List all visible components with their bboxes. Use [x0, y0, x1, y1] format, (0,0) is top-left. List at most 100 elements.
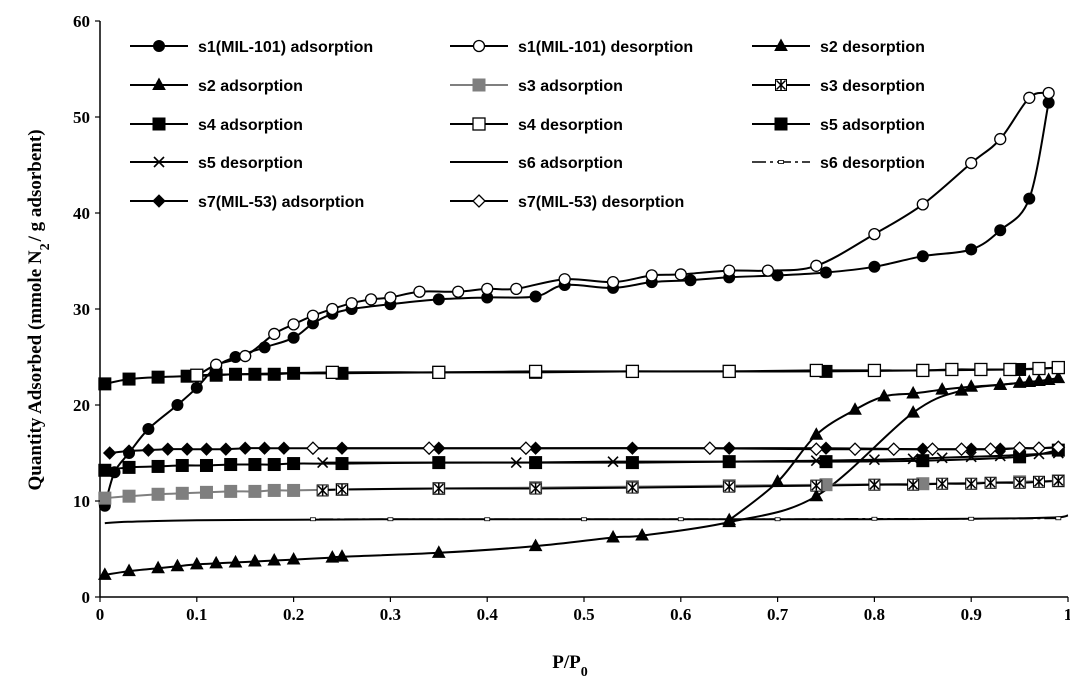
data-point-s5-adsorption	[248, 458, 262, 472]
data-point-s3-adsorption	[267, 483, 281, 497]
data-point-s3-desorption	[1052, 474, 1065, 487]
data-point-s5-adsorption	[98, 463, 112, 477]
series-points-s3-adsorption	[98, 474, 1065, 505]
data-point-s7-mil-53-desorption	[886, 442, 901, 457]
data-point-s2-adsorption	[267, 552, 282, 566]
legend-swatch-marker	[472, 78, 486, 92]
data-point-s1-mil-101-desorption	[1042, 86, 1055, 100]
data-point-s7-mil-53-desorption	[809, 442, 824, 457]
data-point-s7-mil-53-desorption	[422, 441, 437, 456]
data-point-s2-adsorption	[1041, 372, 1056, 386]
data-point-s1-mil-101-desorption	[810, 259, 823, 272]
data-point-s7-mil-53-adsorption	[432, 441, 446, 455]
data-point-s7-mil-53-desorption	[848, 442, 862, 457]
data-point-s4-desorption	[945, 362, 959, 377]
x-axis-ticks: 0 0.1 0.2 0.3 0.4 0.5 0.6 0.7 0.8 0.9 1	[96, 597, 1070, 624]
data-point-s2-adsorption	[325, 550, 340, 563]
legend-item-s6-desorption: s6 desorption	[752, 155, 925, 172]
series-points-s3-desorption	[316, 474, 1065, 497]
data-point-s7-mil-53-adsorption	[141, 443, 156, 457]
data-point-s4-desorption	[722, 364, 736, 379]
series-points-s1-mil-101-desorption	[190, 86, 1055, 383]
series-points-s2-adsorption	[97, 372, 1056, 580]
data-point-s5-adsorption	[199, 458, 213, 472]
data-point-s3-desorption	[432, 482, 445, 495]
data-point-s2-adsorption	[170, 558, 185, 572]
legend-label: s1(MIL-101) desorption	[518, 39, 693, 56]
data-point-s2-adsorption	[286, 552, 301, 565]
data-point-s3-adsorption	[224, 484, 238, 498]
data-point-s2-adsorption	[906, 405, 920, 418]
legend-item-s4-desorption: s4 desorption	[450, 117, 623, 134]
data-point-s5-desorption	[907, 453, 919, 465]
data-point-s7-mil-53-desorption	[1032, 441, 1046, 456]
data-point-s3-desorption	[965, 477, 978, 490]
data-point-s2-adsorption	[809, 488, 824, 502]
series-points-s4-desorption	[190, 360, 1065, 382]
data-point-s7-mil-53-adsorption	[180, 442, 194, 456]
data-point-s1-mil-101-desorption	[306, 309, 320, 322]
data-point-s1-mil-101-desorption	[645, 269, 658, 282]
data-point-s7-mil-53-adsorption	[819, 441, 833, 455]
data-point-s5-adsorption	[287, 457, 301, 471]
data-point-s4-desorption	[974, 362, 988, 377]
legend-label: s6 desorption	[820, 155, 925, 172]
data-point-s1-mil-101-desorption	[965, 156, 978, 170]
data-point-s3-desorption	[907, 478, 920, 491]
legend-swatch-marker	[472, 194, 486, 208]
data-point-s1-mil-101-adsorption	[432, 293, 445, 306]
data-point-s7-mil-53-adsorption	[219, 442, 233, 456]
series-markers	[97, 86, 1066, 580]
data-point-s4-desorption	[916, 363, 930, 378]
data-point-s1-mil-101-desorption	[510, 282, 523, 295]
data-point-s7-mil-53-desorption	[306, 441, 320, 456]
y-axis-ticks: 0 10 20 30 40 50 60	[73, 12, 100, 607]
data-point-s2-desorption	[877, 388, 891, 402]
data-point-s7-mil-53-desorption	[519, 441, 533, 456]
data-point-s4-desorption	[190, 368, 204, 382]
legend-label: s3 desorption	[820, 78, 925, 95]
data-point-s5-adsorption	[224, 458, 238, 472]
series-line-s2-adsorption	[104, 379, 1049, 576]
data-point-s1-mil-101-desorption	[674, 268, 687, 281]
data-point-s4-adsorption	[287, 366, 301, 380]
series-points-s7-mil-53-desorption	[306, 440, 1066, 457]
data-point-s3-desorption	[984, 476, 997, 489]
data-point-s6-desorption	[677, 517, 684, 522]
data-point-s2-desorption	[964, 379, 979, 392]
data-point-s1-mil-101-adsorption	[171, 399, 184, 411]
legend-swatch-marker	[774, 117, 788, 131]
data-point-s1-mil-101-adsorption	[916, 250, 929, 263]
data-point-s5-desorption	[810, 455, 822, 467]
data-point-s2-desorption	[935, 382, 950, 395]
data-point-s7-mil-53-adsorption	[122, 444, 136, 458]
data-point-s3-adsorption	[98, 491, 112, 505]
data-point-s4-desorption	[809, 363, 823, 378]
y-tick-label: 10	[73, 492, 90, 511]
legend-label: s2 desorption	[820, 39, 925, 56]
legend-swatch-marker	[152, 77, 166, 90]
data-point-s4-desorption	[1051, 360, 1065, 375]
legend-swatch-marker	[152, 194, 166, 208]
data-point-s3-desorption	[723, 480, 736, 493]
legend-label: s2 adsorption	[198, 78, 303, 95]
legend-item-s1-mil-101-desorption: s1(MIL-101) desorption	[450, 39, 693, 56]
data-point-s5-desorption	[936, 452, 948, 464]
data-point-s5-adsorption	[122, 460, 136, 474]
data-point-s2-desorption	[906, 385, 920, 399]
data-point-s1-mil-101-desorption	[606, 275, 620, 289]
x-tick-label: 0	[96, 605, 105, 624]
data-point-s2-adsorption	[97, 567, 112, 580]
data-point-s2-adsorption	[635, 528, 649, 541]
legend-item-s3-desorption: s3 desorption	[752, 78, 925, 95]
legend-swatch-marker	[152, 117, 166, 131]
data-point-s4-adsorption	[267, 367, 281, 381]
data-point-s2-desorption	[770, 474, 785, 487]
data-point-s4-desorption	[325, 365, 339, 380]
data-point-s1-mil-101-desorption	[761, 264, 775, 277]
legend-swatch-marker	[153, 156, 165, 168]
data-point-s5-desorption	[994, 450, 1006, 462]
data-point-s1-mil-101-adsorption	[529, 290, 542, 303]
data-point-s7-mil-53-adsorption	[916, 442, 930, 456]
data-point-s3-desorption	[529, 482, 542, 495]
